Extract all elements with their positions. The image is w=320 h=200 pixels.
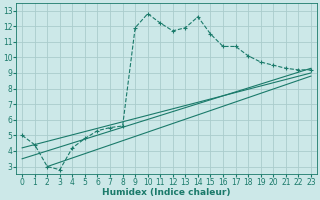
X-axis label: Humidex (Indice chaleur): Humidex (Indice chaleur): [102, 188, 231, 197]
